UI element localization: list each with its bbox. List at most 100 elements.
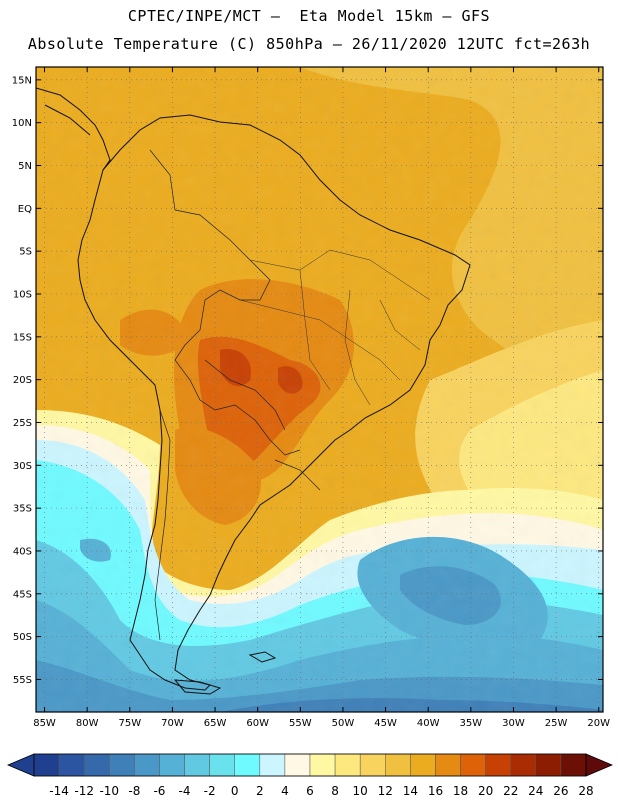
colorbar-label: -4	[179, 784, 191, 798]
lon-tick-label: 30W	[502, 718, 525, 729]
lon-tick-label: 80W	[76, 718, 99, 729]
state-border-4	[344, 289, 371, 406]
lon-tick-label: 70W	[161, 718, 184, 729]
lat-tick-label: 10N	[12, 118, 32, 129]
colorbar-swatch	[33, 753, 60, 777]
border-andes	[154, 409, 171, 641]
colorbar-label: 28	[578, 784, 593, 798]
colorbar-label: 8	[331, 784, 339, 798]
colorbar-swatch	[485, 753, 511, 777]
colorbar-label: 14	[403, 784, 418, 798]
colorbar-label: 22	[503, 784, 518, 798]
lat-tick-label: 35S	[13, 504, 32, 515]
lat-tick-label: EQ	[18, 204, 32, 215]
colorbar-label: -10	[99, 784, 119, 798]
border-bolivia-paraguay	[204, 359, 286, 431]
colorbar-swatch	[58, 753, 85, 777]
colorbar-label: 4	[281, 784, 289, 798]
colorbar-swatch	[259, 753, 286, 777]
lon-tick-label: 65W	[204, 718, 227, 729]
colorbar-swatch	[560, 753, 587, 777]
colorbar-label: -8	[128, 784, 140, 798]
colorbar-label: 20	[478, 784, 493, 798]
colorbar-label: 10	[353, 784, 368, 798]
colorbar-arrow-high	[585, 753, 614, 777]
colorbar-swatch	[410, 753, 436, 777]
colorbar-swatch	[435, 753, 461, 777]
country-borders	[149, 149, 321, 641]
lat-tick-label: 5S	[19, 247, 32, 258]
colorbar-label: -12	[74, 784, 94, 798]
colorbar-label: 12	[378, 784, 393, 798]
map-frame	[35, 66, 604, 713]
lat-tick-label: 40S	[13, 546, 32, 557]
lat-tick-label: 30S	[13, 461, 32, 472]
lon-tick-label: 55W	[289, 718, 312, 729]
colorbar-label: -6	[153, 784, 165, 798]
lat-tick-label: 45S	[13, 589, 32, 600]
lon-tick-label: 35W	[460, 718, 483, 729]
state-border-3	[299, 269, 331, 391]
state-borders	[239, 249, 431, 406]
lon-tick-label: 25W	[545, 718, 568, 729]
lon-tick-label: 20W	[587, 718, 610, 729]
colorbar-swatch	[359, 753, 386, 777]
lat-tick-label: 5N	[18, 161, 32, 172]
lat-tick-label: 20S	[13, 375, 32, 386]
state-border-1	[249, 249, 431, 301]
lon-tick-label: 60W	[246, 718, 269, 729]
colorbar-swatch	[460, 753, 486, 777]
colorbar-label: 16	[428, 784, 443, 798]
colorbar-swatch	[385, 753, 411, 777]
colorbar-swatch	[134, 753, 160, 777]
lon-tick-label: 45W	[374, 718, 397, 729]
colorbar-swatch	[209, 753, 235, 777]
lon-tick-label: 85W	[33, 718, 56, 729]
map-title-line-1: CPTEC/INPE/MCT – Eta Model 15km – GFS	[127, 7, 491, 25]
colorbar-label: -2	[204, 784, 216, 798]
tierra-del-fuego	[173, 679, 222, 695]
colorbar-label: 0	[231, 784, 239, 798]
lat-tick-label: 50S	[13, 632, 32, 643]
coastlines	[36, 87, 471, 695]
colorbar-swatch	[234, 753, 261, 777]
central-america-coastline	[36, 87, 111, 171]
colorbar-frame	[33, 753, 587, 777]
colorbar-swatch	[510, 753, 537, 777]
colorbar-swatch	[159, 753, 185, 777]
colorbar-swatch	[334, 753, 361, 777]
colorbar-swatch	[184, 753, 210, 777]
south-america-coastline	[77, 114, 471, 691]
lat-tick-label: 15S	[13, 332, 32, 343]
colorbar-swatch	[309, 753, 336, 777]
colorbar: -14 -12 -10 -8 -6 -4 -2 0 2 4 6 8 10 12 14 16 18 20 22 24 26…	[6, 753, 614, 798]
state-border-2	[239, 299, 401, 381]
colorbar-label: 18	[453, 784, 468, 798]
lat-tick-label: 15N	[12, 75, 32, 86]
colorbar-swatch	[535, 753, 562, 777]
lon-tick-label: 75W	[118, 718, 141, 729]
lat-tick-label: 25S	[13, 418, 32, 429]
colorbar-arrow-low	[6, 753, 35, 777]
border-brazil-west	[174, 209, 301, 456]
colorbar-label: 2	[256, 784, 264, 798]
state-border-5	[379, 299, 421, 351]
colorbar-label: -14	[49, 784, 69, 798]
longitude-axis: 85W 80W 75W 70W 65W 60W 55W 50W 45W 40W 35W 30W 25W 2…	[33, 67, 610, 729]
temperature-field	[36, 67, 603, 712]
colorbar-swatch	[109, 753, 135, 777]
lon-tick-label: 50W	[332, 718, 355, 729]
falkland-islands	[248, 651, 277, 663]
lat-tick-label: 10S	[13, 289, 32, 300]
latitude-axis: 15N 10N 5N EQ 5S 10S 15S 20S 25S 30S 35S 40S 45S 50S 5…	[12, 75, 603, 686]
colorbar-swatch	[83, 753, 110, 777]
colorbar-label: 6	[306, 784, 314, 798]
colorbar-label: 24	[528, 784, 543, 798]
field-texture	[36, 67, 603, 712]
colorbar-swatch	[284, 753, 311, 777]
border-uruguay	[274, 459, 321, 491]
lon-tick-label: 40W	[417, 718, 440, 729]
border-venezuela-colombia	[149, 149, 176, 211]
lat-tick-label: 55S	[13, 675, 32, 686]
